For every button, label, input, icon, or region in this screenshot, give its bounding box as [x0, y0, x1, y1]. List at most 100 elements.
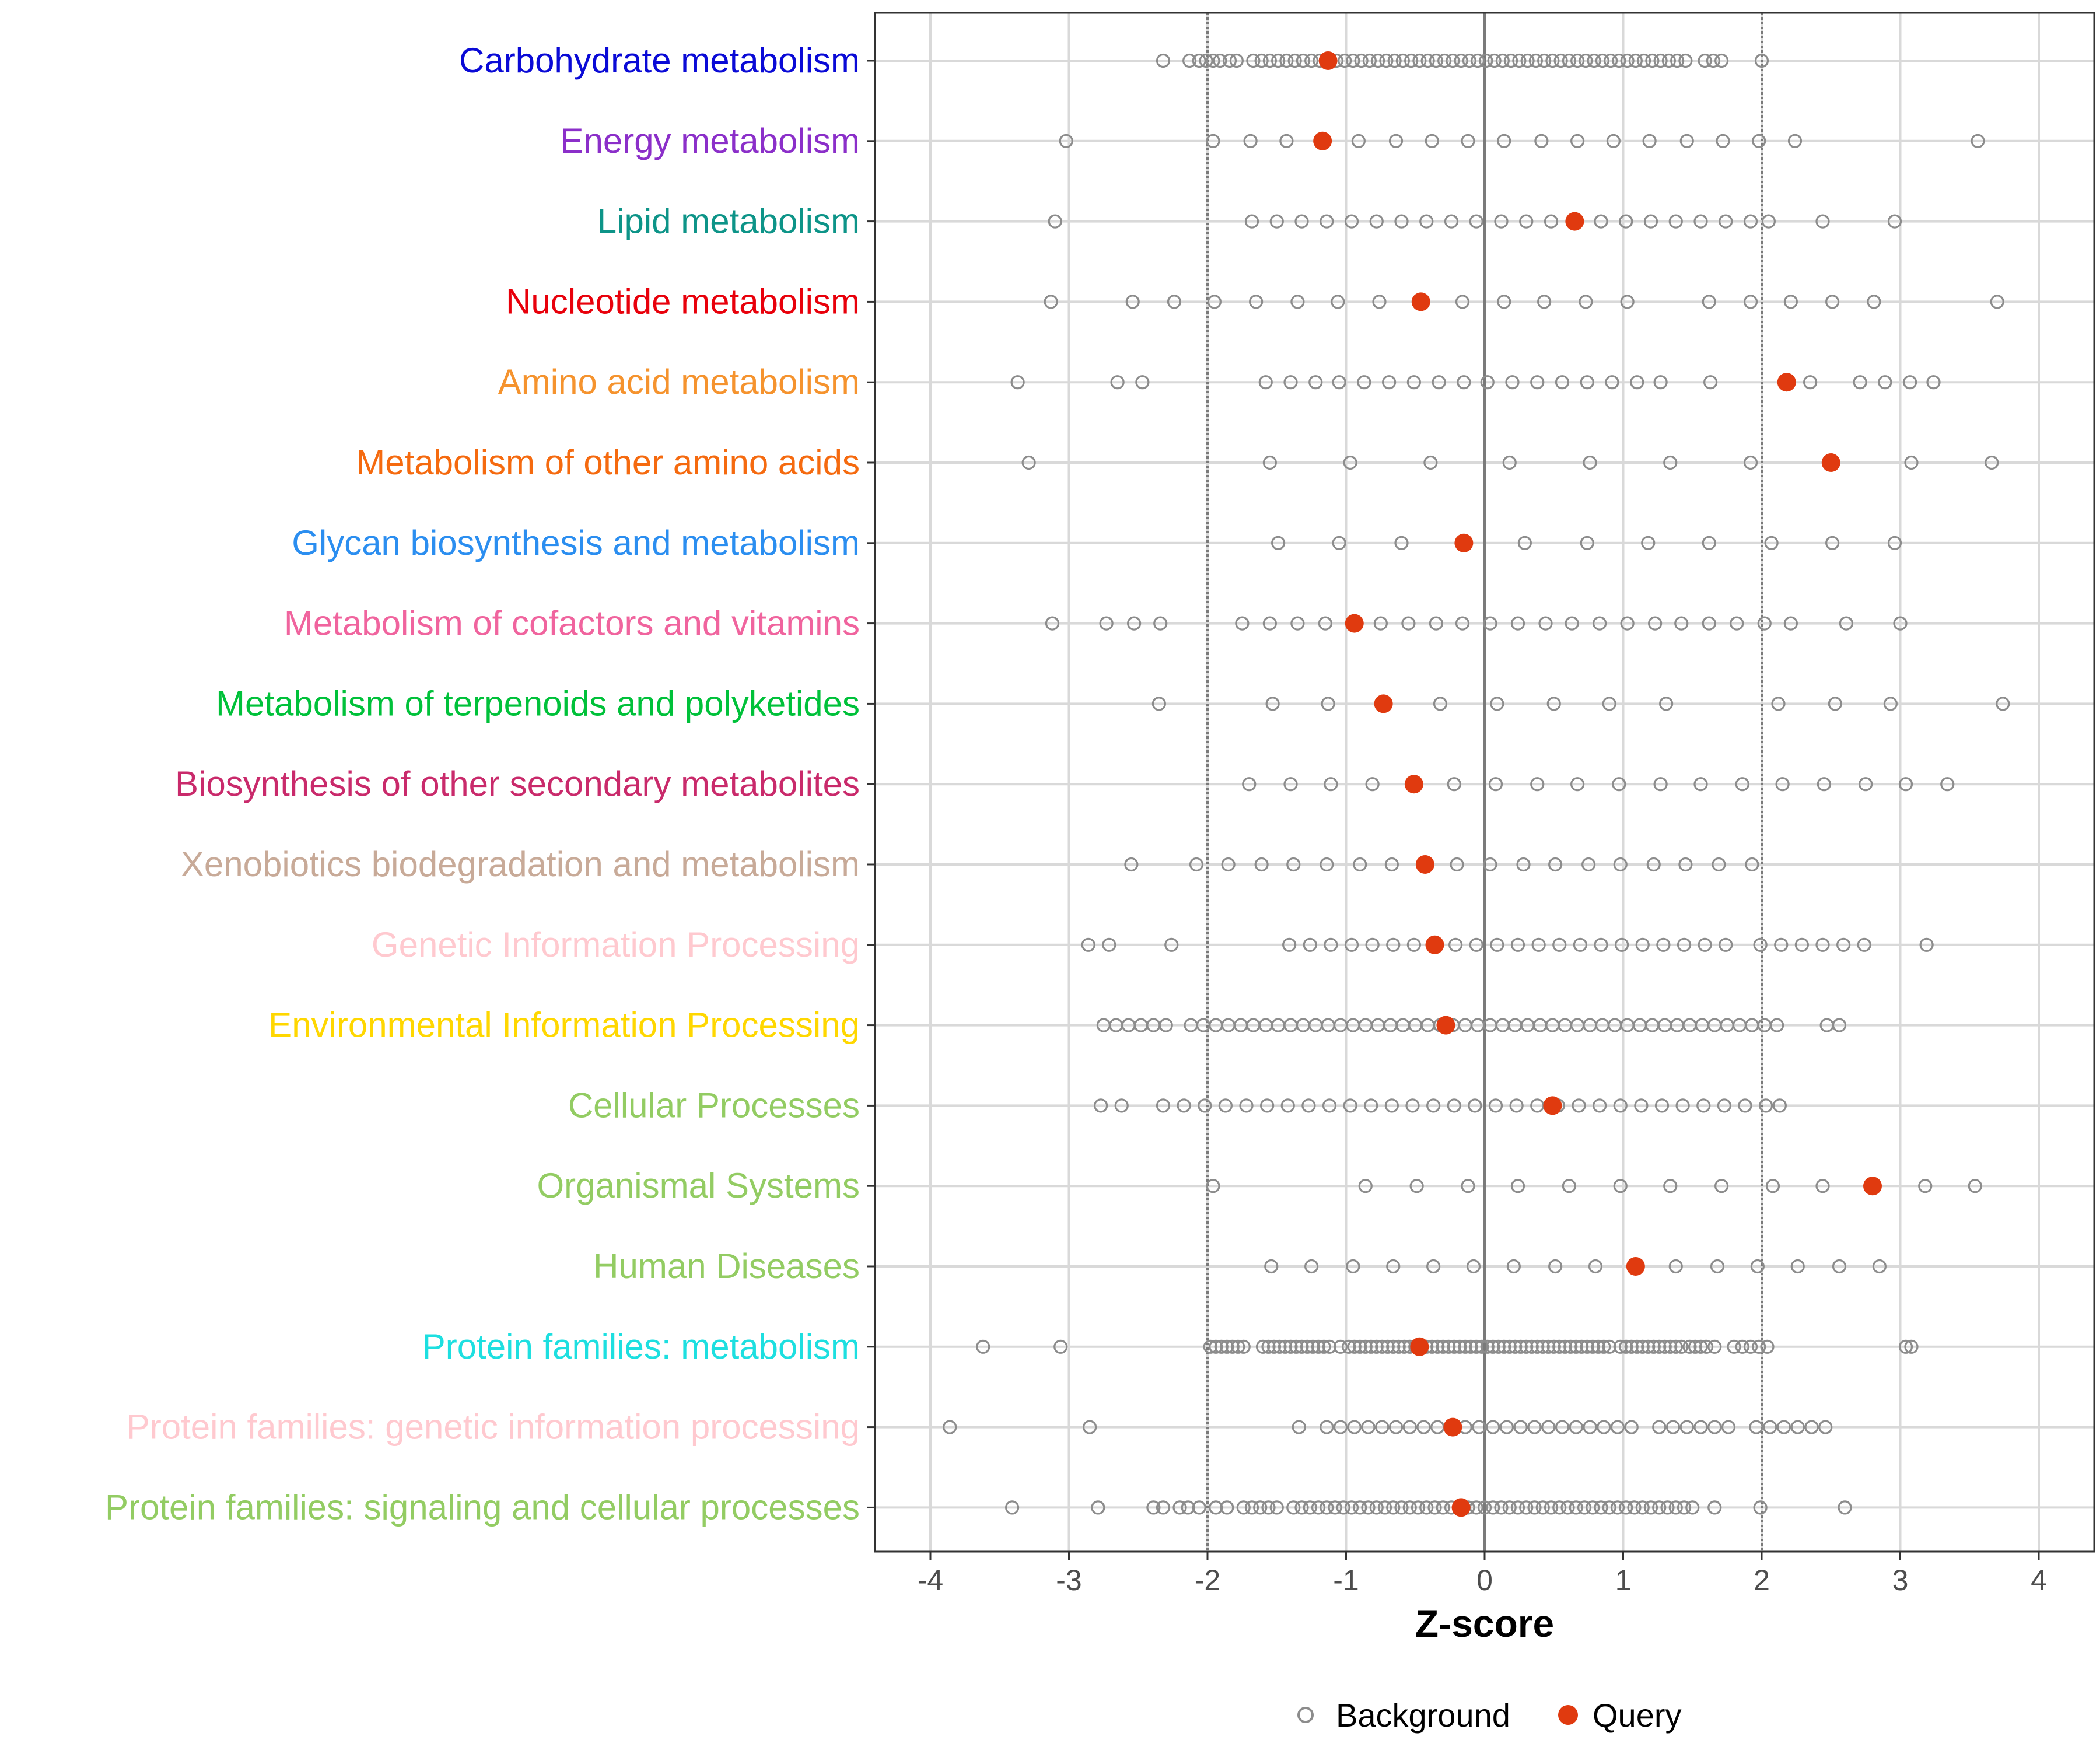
background-point: [1505, 375, 1520, 390]
background-point: [1362, 53, 1377, 68]
background-point: [1545, 53, 1560, 68]
query-point: [1821, 453, 1840, 472]
background-point: [1528, 53, 1543, 68]
background-point: [1770, 1018, 1784, 1032]
category-label: Lipid metabolism: [597, 202, 860, 241]
background-point: [1635, 937, 1650, 952]
background-point: [1825, 536, 1840, 550]
category-label: Metabolism of terpenoids and polyketides: [216, 684, 860, 723]
background-point: [1535, 1500, 1550, 1515]
background-point: [1229, 53, 1244, 68]
background-point: [1656, 937, 1671, 952]
background-point: [1420, 53, 1435, 68]
legend-background-marker: [1297, 1707, 1314, 1723]
background-point: [1468, 1098, 1482, 1113]
background-point: [1455, 616, 1470, 631]
background-point: [1343, 455, 1357, 470]
background-point: [1266, 1339, 1282, 1354]
background-point: [1412, 53, 1427, 68]
background-point: [1059, 134, 1073, 148]
query-point: [1565, 212, 1584, 231]
background-point: [1244, 214, 1259, 229]
background-point: [1081, 937, 1096, 952]
background-point: [1220, 1339, 1234, 1354]
category-label: Nucleotide metabolism: [506, 282, 860, 321]
background-point: [1458, 1018, 1472, 1032]
background-point: [1283, 375, 1298, 390]
background-point: [1231, 1339, 1245, 1354]
background-point: [1594, 214, 1608, 229]
background-point: [1479, 53, 1493, 68]
background-point: [1757, 1018, 1772, 1032]
background-point: [1602, 1339, 1616, 1354]
background-point: [1771, 696, 1786, 711]
background-point: [1333, 1420, 1348, 1434]
background-point: [1091, 1500, 1105, 1515]
background-point: [1406, 375, 1421, 390]
background-point: [1236, 1339, 1251, 1354]
background-point: [1635, 1339, 1650, 1354]
background-point: [1054, 1339, 1068, 1354]
background-point: [1660, 1500, 1675, 1515]
background-point: [1548, 857, 1563, 872]
background-point: [1358, 1018, 1373, 1032]
background-point: [1135, 375, 1150, 390]
background-point: [1394, 1500, 1409, 1515]
category-label: Protein families: signaling and cellular…: [105, 1488, 860, 1527]
background-point: [1674, 616, 1689, 631]
background-point: [1048, 214, 1062, 229]
background-point: [1597, 1420, 1611, 1434]
background-point: [1775, 777, 1790, 792]
background-point: [1462, 53, 1476, 68]
background-point: [1520, 1018, 1535, 1032]
background-point: [1114, 1098, 1129, 1113]
background-point: [1674, 1339, 1689, 1354]
background-point: [1262, 616, 1277, 631]
background-point: [1387, 53, 1402, 68]
background-point: [1437, 53, 1452, 68]
background-point: [1555, 375, 1570, 390]
background-point: [1402, 1500, 1417, 1515]
background-point: [1608, 1018, 1622, 1032]
background-point: [1391, 1339, 1406, 1354]
background-point: [1552, 1339, 1567, 1354]
background-point: [1613, 1339, 1628, 1354]
background-point: [1517, 536, 1532, 550]
background-point: [1693, 1339, 1708, 1354]
background-point: [1405, 1098, 1420, 1113]
background-point: [1487, 53, 1502, 68]
background-point: [1324, 777, 1338, 792]
background-point: [1395, 1018, 1410, 1032]
background-point: [1320, 1420, 1334, 1434]
background-point: [1373, 616, 1388, 631]
background-point: [1968, 1179, 1982, 1194]
background-point: [1818, 1420, 1833, 1434]
background-point: [1258, 1018, 1273, 1032]
background-point: [1429, 53, 1443, 68]
background-point: [1469, 937, 1483, 952]
background-point: [1698, 937, 1712, 952]
background-point: [1541, 1420, 1556, 1434]
background-point: [1595, 1018, 1609, 1032]
background-point: [1338, 53, 1352, 68]
background-point: [1290, 295, 1305, 309]
background-point: [1648, 616, 1662, 631]
background-point: [1668, 1259, 1683, 1274]
background-point: [1426, 1259, 1441, 1274]
background-point: [1358, 1339, 1373, 1354]
background-point: [1693, 1420, 1708, 1434]
background-point: [1369, 214, 1384, 229]
query-point: [1443, 1418, 1462, 1437]
query-point: [1454, 533, 1474, 552]
background-point: [1380, 1339, 1395, 1354]
background-point: [1303, 1500, 1317, 1515]
background-point: [1486, 1500, 1500, 1515]
category-label: Environmental Information Processing: [268, 1006, 860, 1045]
background-point: [1586, 1500, 1600, 1515]
background-point: [1594, 937, 1608, 952]
background-point: [1254, 857, 1269, 872]
background-point: [1294, 1339, 1309, 1354]
background-point: [1573, 937, 1587, 952]
background-point: [1508, 1339, 1522, 1354]
background-point: [1294, 214, 1309, 229]
